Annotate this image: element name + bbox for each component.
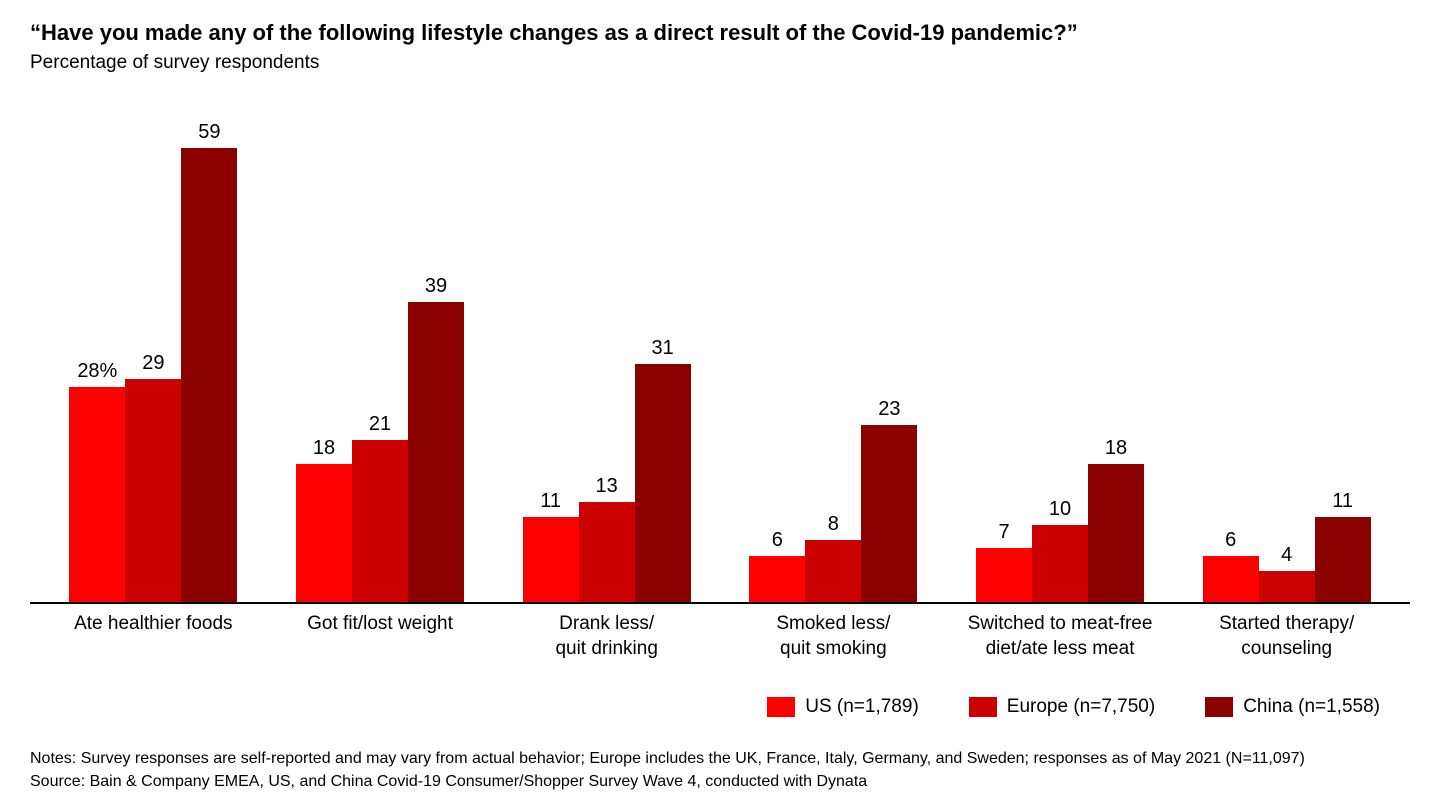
bar-value-label: 18 (1105, 437, 1127, 460)
legend-swatch (767, 697, 795, 717)
bar-value-label: 59 (198, 121, 220, 144)
chart-title: “Have you made any of the following life… (30, 20, 1410, 46)
bar-wrap: 11 (1315, 104, 1371, 602)
bar-wrap: 8 (805, 104, 861, 602)
bar-wrap: 4 (1259, 104, 1315, 602)
bar (749, 556, 805, 602)
bar-wrap: 10 (1032, 104, 1088, 602)
bar (1088, 464, 1144, 602)
bar-group: 7 10 18 (947, 104, 1174, 602)
bar (861, 425, 917, 602)
bar-wrap: 18 (1088, 104, 1144, 602)
bar (976, 548, 1032, 602)
bar (635, 364, 691, 602)
chart-subtitle: Percentage of survey respondents (30, 52, 1410, 74)
bar-value-label: 18 (313, 437, 335, 460)
bar (1032, 525, 1088, 602)
bar-value-label: 11 (1332, 490, 1353, 513)
bar (1315, 517, 1371, 602)
bar-value-label: 39 (425, 275, 447, 298)
bar-group: 18 21 39 (267, 104, 494, 602)
bar (1203, 556, 1259, 602)
legend-item: China (n=1,558) (1205, 696, 1380, 718)
bar-wrap: 6 (1203, 104, 1259, 602)
x-axis-label: Drank less/ quit drinking (493, 612, 720, 661)
footer-notes: Notes: Survey responses are self-reporte… (30, 748, 1410, 770)
bar-wrap: 31 (635, 104, 691, 602)
bar-wrap: 18 (296, 104, 352, 602)
bar-wrap: 23 (861, 104, 917, 602)
bar (69, 387, 125, 602)
bar-wrap: 39 (408, 104, 464, 602)
bar-wrap: 21 (352, 104, 408, 602)
bar-wrap: 28% (69, 104, 125, 602)
legend-swatch (969, 697, 997, 717)
bar-value-label: 28% (77, 360, 117, 383)
bar-value-label: 29 (142, 352, 164, 375)
bar-wrap: 13 (579, 104, 635, 602)
bar (523, 517, 579, 602)
bar (579, 502, 635, 602)
x-axis-label: Started therapy/ counseling (1173, 612, 1400, 661)
bar-value-label: 23 (878, 398, 900, 421)
bar-wrap: 59 (181, 104, 237, 602)
legend-label: China (n=1,558) (1243, 696, 1380, 718)
chart-plot-area: 28% 29 59 18 21 39 11 13 31 6 8 23 7 10 18 6 4 11 (30, 104, 1410, 604)
bar-value-label: 8 (828, 513, 839, 536)
bar (408, 302, 464, 602)
bar (296, 464, 352, 602)
bar-wrap: 6 (749, 104, 805, 602)
bar-value-label: 4 (1281, 544, 1292, 567)
bar-value-label: 6 (772, 529, 783, 552)
bar (125, 379, 181, 602)
bar-group: 11 13 31 (493, 104, 720, 602)
legend-swatch (1205, 697, 1233, 717)
x-axis-label: Switched to meat-free diet/ate less meat (947, 612, 1174, 661)
footer-source: Source: Bain & Company EMEA, US, and Chi… (30, 771, 1410, 793)
bar-value-label: 21 (369, 413, 391, 436)
chart-footer: Notes: Survey responses are self-reporte… (30, 748, 1410, 793)
chart-legend: US (n=1,789) Europe (n=7,750) China (n=1,5… (30, 696, 1410, 718)
bar-group: 6 4 11 (1173, 104, 1400, 602)
legend-label: Europe (n=7,750) (1007, 696, 1155, 718)
legend-item: US (n=1,789) (767, 696, 919, 718)
bar-value-label: 6 (1225, 529, 1236, 552)
x-axis-labels: Ate healthier foodsGot fit/lost weightDr… (30, 604, 1410, 661)
bar-wrap: 29 (125, 104, 181, 602)
x-axis-label: Got fit/lost weight (267, 612, 494, 661)
legend-label: US (n=1,789) (805, 696, 919, 718)
bar-value-label: 31 (652, 337, 674, 360)
bar (181, 148, 237, 602)
x-axis-label: Smoked less/ quit smoking (720, 612, 947, 661)
bar (1259, 571, 1315, 602)
bar (352, 440, 408, 602)
x-axis-label: Ate healthier foods (40, 612, 267, 661)
bar-wrap: 11 (523, 104, 579, 602)
bar-value-label: 11 (540, 490, 561, 513)
bar-value-label: 7 (998, 521, 1009, 544)
bar (805, 540, 861, 602)
bar-value-label: 13 (596, 475, 618, 498)
bar-group: 6 8 23 (720, 104, 947, 602)
bar-group: 28% 29 59 (40, 104, 267, 602)
legend-item: Europe (n=7,750) (969, 696, 1155, 718)
bar-value-label: 10 (1049, 498, 1071, 521)
bar-wrap: 7 (976, 104, 1032, 602)
